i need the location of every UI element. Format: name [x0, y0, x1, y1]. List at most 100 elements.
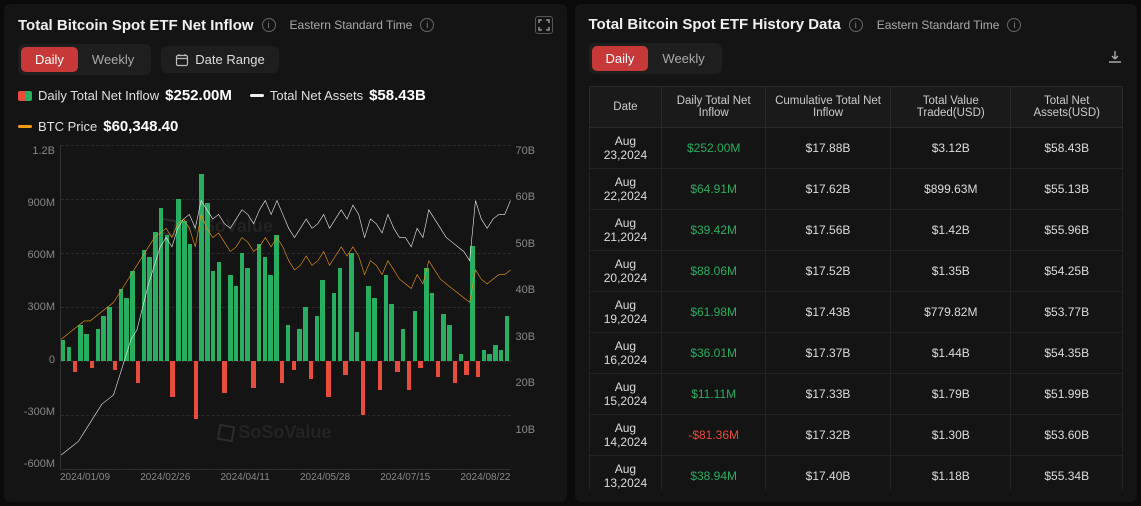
- history-table-scroll[interactable]: DateDaily Total Net InflowCumulative Tot…: [589, 86, 1124, 490]
- date-range-label: Date Range: [195, 52, 264, 67]
- cell-cumulative: $17.33B: [766, 374, 891, 415]
- cell-assets: $53.77B: [1011, 292, 1123, 333]
- cell-cumulative: $17.43B: [766, 292, 891, 333]
- cell-date: Aug 16,2024: [589, 333, 662, 374]
- right-header: Total Bitcoin Spot ETF History Data i Ea…: [589, 16, 1124, 33]
- period-tabs: Daily Weekly: [18, 44, 151, 75]
- white-line-swatch-icon: [250, 94, 264, 97]
- cell-inflow: $252.00M: [662, 128, 766, 169]
- cell-inflow: $11.11M: [662, 374, 766, 415]
- tab-daily[interactable]: Daily: [592, 46, 649, 71]
- cell-date: Aug 21,2024: [589, 210, 662, 251]
- cell-assets: $55.34B: [1011, 456, 1123, 491]
- cell-inflow: $38.94M: [662, 456, 766, 491]
- info-icon[interactable]: i: [1007, 18, 1021, 32]
- table-row[interactable]: Aug 20,2024 $88.06M $17.52B $1.35B $54.2…: [589, 251, 1123, 292]
- cell-cumulative: $17.56B: [766, 210, 891, 251]
- legend-btc-value: $60,348.40: [103, 118, 178, 135]
- legend-btc: BTC Price $60,348.40: [18, 118, 553, 135]
- tab-weekly[interactable]: Weekly: [78, 47, 148, 72]
- cell-assets: $51.99B: [1011, 374, 1123, 415]
- cell-traded: $1.30B: [891, 415, 1011, 456]
- cell-inflow: $64.91M: [662, 169, 766, 210]
- period-tabs: Daily Weekly: [589, 43, 722, 74]
- cell-traded: $1.44B: [891, 333, 1011, 374]
- left-title: Total Bitcoin Spot ETF Net Inflow: [18, 17, 254, 34]
- cell-traded: $899.63M: [891, 169, 1011, 210]
- orange-line-swatch-icon: [18, 125, 32, 128]
- tab-daily[interactable]: Daily: [21, 47, 78, 72]
- cell-traded: $1.35B: [891, 251, 1011, 292]
- expand-icon[interactable]: [535, 16, 553, 34]
- table-row[interactable]: Aug 23,2024 $252.00M $17.88B $3.12B $58.…: [589, 128, 1123, 169]
- legend-inflow: Daily Total Net Inflow $252.00M: [18, 87, 232, 104]
- cell-assets: $53.60B: [1011, 415, 1123, 456]
- table-header[interactable]: Total Value Traded(USD): [891, 87, 1011, 128]
- table-body: Aug 23,2024 $252.00M $17.88B $3.12B $58.…: [589, 128, 1123, 491]
- legend-assets-value: $58.43B: [369, 87, 426, 104]
- calendar-icon: [175, 53, 189, 67]
- cell-date: Aug 19,2024: [589, 292, 662, 333]
- cell-cumulative: $17.88B: [766, 128, 891, 169]
- right-title: Total Bitcoin Spot ETF History Data: [589, 16, 841, 33]
- table-row[interactable]: Aug 13,2024 $38.94M $17.40B $1.18B $55.3…: [589, 456, 1123, 491]
- table-row[interactable]: Aug 19,2024 $61.98M $17.43B $779.82M $53…: [589, 292, 1123, 333]
- y-axis-left: 1.2B900M600M300M0-300M-600M: [18, 145, 60, 470]
- date-range-button[interactable]: Date Range: [161, 46, 278, 73]
- table-row[interactable]: Aug 14,2024 -$81.36M $17.32B $1.30B $53.…: [589, 415, 1123, 456]
- cell-cumulative: $17.32B: [766, 415, 891, 456]
- info-icon[interactable]: i: [420, 18, 434, 32]
- cell-traded: $1.79B: [891, 374, 1011, 415]
- cell-inflow: $88.06M: [662, 251, 766, 292]
- cell-traded: $1.42B: [891, 210, 1011, 251]
- cell-assets: $55.96B: [1011, 210, 1123, 251]
- cell-inflow: -$81.36M: [662, 415, 766, 456]
- cell-assets: $55.13B: [1011, 169, 1123, 210]
- cell-inflow: $61.98M: [662, 292, 766, 333]
- y-axis-right: 70B60B50B40B30B20B10B: [511, 145, 553, 470]
- legend-assets-label: Total Net Assets: [270, 88, 363, 103]
- net-inflow-panel: Total Bitcoin Spot ETF Net Inflow i East…: [4, 4, 567, 502]
- cell-cumulative: $17.52B: [766, 251, 891, 292]
- chart-legend: Daily Total Net Inflow $252.00M Total Ne…: [18, 87, 553, 135]
- cell-assets: $58.43B: [1011, 128, 1123, 169]
- cell-date: Aug 23,2024: [589, 128, 662, 169]
- right-controls: Daily Weekly: [589, 43, 1124, 74]
- timezone-label: Eastern Standard Time: [877, 18, 1000, 32]
- table-row[interactable]: Aug 22,2024 $64.91M $17.62B $899.63M $55…: [589, 169, 1123, 210]
- cell-assets: $54.35B: [1011, 333, 1123, 374]
- cell-date: Aug 15,2024: [589, 374, 662, 415]
- download-icon[interactable]: [1107, 49, 1123, 68]
- table-header[interactable]: Daily Total Net Inflow: [662, 87, 766, 128]
- cell-inflow: $36.01M: [662, 333, 766, 374]
- x-axis: 2024/01/092024/02/262024/04/112024/05/28…: [60, 472, 511, 490]
- cell-cumulative: $17.40B: [766, 456, 891, 491]
- left-header: Total Bitcoin Spot ETF Net Inflow i East…: [18, 16, 553, 34]
- bar-swatch-icon: [18, 91, 32, 101]
- cell-date: Aug 13,2024: [589, 456, 662, 491]
- cell-date: Aug 20,2024: [589, 251, 662, 292]
- tab-weekly[interactable]: Weekly: [648, 46, 718, 71]
- chart-plot: SoSoValue SoSoValue: [60, 145, 511, 470]
- table-header[interactable]: Date: [589, 87, 662, 128]
- table-header[interactable]: Cumulative Total Net Inflow: [766, 87, 891, 128]
- legend-btc-label: BTC Price: [38, 119, 97, 134]
- legend-inflow-label: Daily Total Net Inflow: [38, 88, 159, 103]
- cell-assets: $54.25B: [1011, 251, 1123, 292]
- table-header-row: DateDaily Total Net InflowCumulative Tot…: [589, 87, 1123, 128]
- cell-traded: $3.12B: [891, 128, 1011, 169]
- info-icon[interactable]: i: [849, 18, 863, 32]
- chart-area[interactable]: 1.2B900M600M300M0-300M-600M 70B60B50B40B…: [18, 145, 553, 490]
- cell-cumulative: $17.62B: [766, 169, 891, 210]
- cell-date: Aug 14,2024: [589, 415, 662, 456]
- table-row[interactable]: Aug 21,2024 $39.42M $17.56B $1.42B $55.9…: [589, 210, 1123, 251]
- info-icon[interactable]: i: [262, 18, 276, 32]
- cell-date: Aug 22,2024: [589, 169, 662, 210]
- left-controls: Daily Weekly Date Range: [18, 44, 553, 75]
- cell-cumulative: $17.37B: [766, 333, 891, 374]
- table-row[interactable]: Aug 15,2024 $11.11M $17.33B $1.79B $51.9…: [589, 374, 1123, 415]
- table-header[interactable]: Total Net Assets(USD): [1011, 87, 1123, 128]
- cell-traded: $779.82M: [891, 292, 1011, 333]
- cell-traded: $1.18B: [891, 456, 1011, 491]
- table-row[interactable]: Aug 16,2024 $36.01M $17.37B $1.44B $54.3…: [589, 333, 1123, 374]
